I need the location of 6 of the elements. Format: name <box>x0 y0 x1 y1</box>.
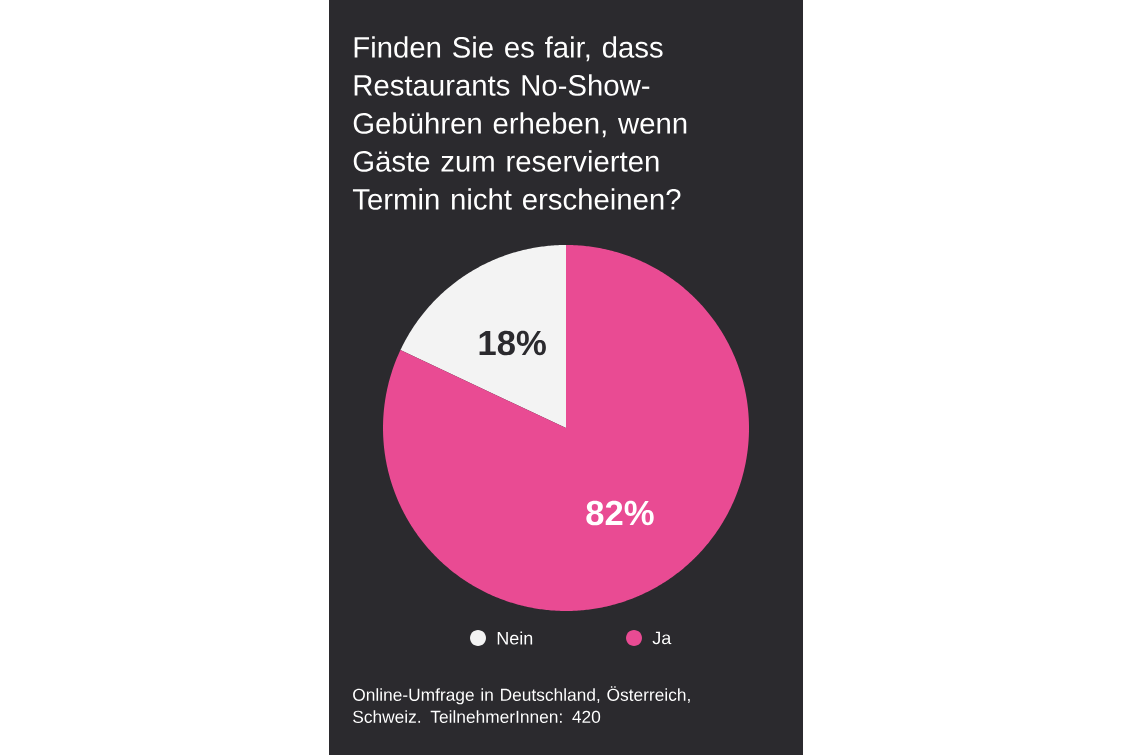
chart-title: Finden Sie es fair, dass Restaurants No-Show-Gebühren erheben, wenn Gäste zum reservierten Termin nicht erscheinen? <box>352 36 687 210</box>
data-label: 82% <box>586 500 654 526</box>
legend-label: Nein <box>497 631 533 645</box>
data-label: 18% <box>479 330 546 356</box>
text: Online-Umfrage in Deutschland, Österreich, Schweiz. TeilnehmerInnen: 420 <box>353 686 690 723</box>
legend-label: Ja <box>652 631 672 645</box>
